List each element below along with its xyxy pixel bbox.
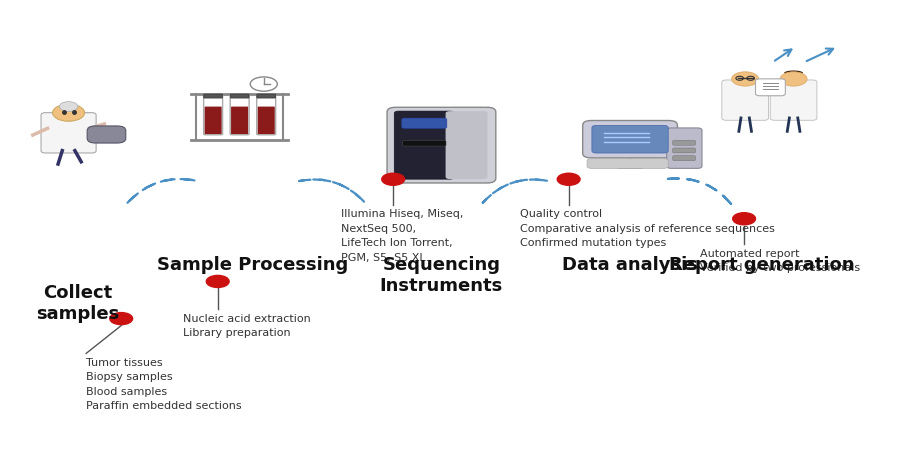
FancyBboxPatch shape [394, 111, 454, 179]
Text: Data analysis: Data analysis [562, 256, 698, 274]
Text: Automated report
Verified by two professionals: Automated report Verified by two profess… [700, 249, 860, 274]
FancyBboxPatch shape [755, 79, 786, 96]
FancyBboxPatch shape [616, 160, 644, 168]
FancyArrowPatch shape [300, 180, 365, 203]
FancyBboxPatch shape [256, 94, 275, 98]
Circle shape [206, 275, 230, 288]
FancyBboxPatch shape [672, 148, 696, 153]
FancyBboxPatch shape [672, 141, 696, 145]
FancyBboxPatch shape [257, 107, 274, 134]
Text: Quality control
Comparative analysis of reference sequences
Confirmed mutation t: Quality control Comparative analysis of … [520, 210, 775, 248]
FancyBboxPatch shape [667, 128, 702, 168]
Text: Collect
samples: Collect samples [36, 284, 119, 322]
Text: Sequencing
Instruments: Sequencing Instruments [380, 256, 503, 295]
Circle shape [732, 72, 759, 86]
FancyArrowPatch shape [128, 179, 197, 203]
Circle shape [250, 77, 277, 91]
FancyBboxPatch shape [41, 113, 96, 153]
Text: Nucleic acid extraction
Library preparation: Nucleic acid extraction Library preparat… [183, 314, 310, 338]
FancyBboxPatch shape [402, 141, 446, 146]
Circle shape [59, 102, 77, 111]
FancyBboxPatch shape [770, 80, 817, 120]
FancyBboxPatch shape [401, 118, 447, 128]
Circle shape [52, 104, 85, 121]
FancyBboxPatch shape [203, 94, 222, 98]
FancyBboxPatch shape [672, 156, 696, 161]
FancyBboxPatch shape [592, 125, 668, 153]
Text: Tumor tissues
Biopsy samples
Blood samples
Paraffin embedded sections: Tumor tissues Biopsy samples Blood sampl… [86, 358, 242, 411]
FancyBboxPatch shape [204, 107, 221, 134]
Circle shape [557, 173, 580, 185]
FancyBboxPatch shape [722, 80, 769, 120]
FancyBboxPatch shape [387, 107, 496, 183]
Ellipse shape [784, 70, 803, 75]
Circle shape [780, 72, 807, 86]
Text: Illumina Hiseq, Miseq,
NextSeq 500,
LifeTech Ion Torrent,
PGM, S5, S5 XL.: Illumina Hiseq, Miseq, NextSeq 500, Life… [340, 210, 463, 263]
FancyBboxPatch shape [231, 107, 248, 134]
FancyArrowPatch shape [482, 180, 548, 203]
FancyBboxPatch shape [87, 126, 126, 143]
Text: Report generation: Report generation [669, 256, 854, 274]
FancyBboxPatch shape [446, 111, 488, 179]
Circle shape [382, 173, 405, 185]
Circle shape [733, 213, 755, 225]
FancyBboxPatch shape [587, 158, 668, 168]
FancyBboxPatch shape [582, 120, 678, 158]
Text: Sample Processing: Sample Processing [158, 256, 348, 274]
FancyArrowPatch shape [668, 179, 733, 207]
FancyBboxPatch shape [230, 94, 249, 98]
Circle shape [110, 313, 132, 325]
